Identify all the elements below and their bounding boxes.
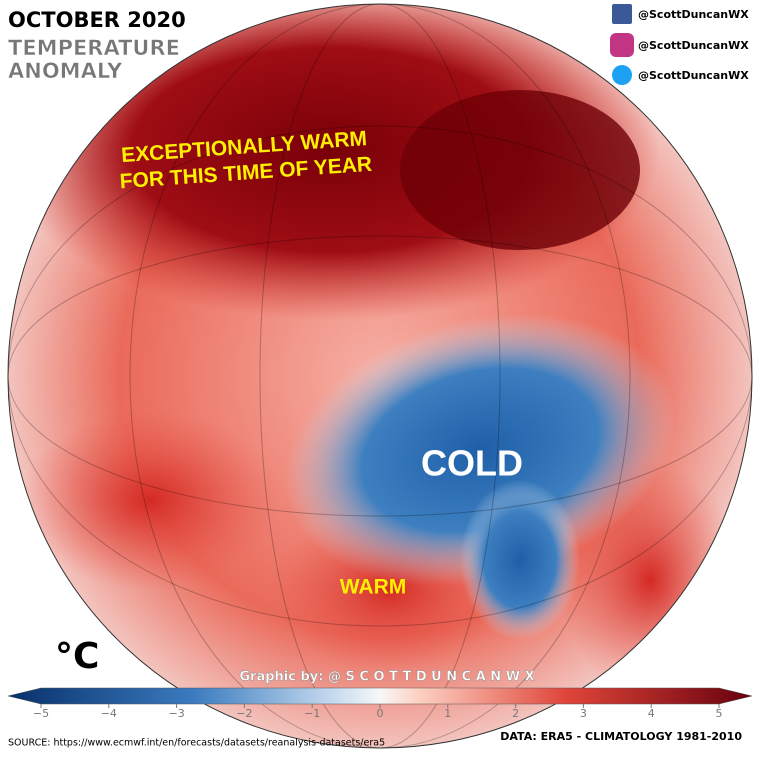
colorbar-tick-label: −2 <box>236 707 252 720</box>
colorbar-tick-label: 3 <box>580 707 587 720</box>
annotation: COLD <box>421 443 523 484</box>
colorbar-unit: °C <box>55 636 99 677</box>
colorbar-tick-label: 2 <box>512 707 519 720</box>
instagram-icon[interactable] <box>610 33 634 57</box>
title: OCTOBER 2020 <box>8 8 186 32</box>
colorbar-tick-label: −3 <box>168 707 184 720</box>
colorbar-tick-label: −1 <box>304 707 320 720</box>
colorbar-tick-label: −4 <box>101 707 117 720</box>
subtitle: TEMPERATURE <box>8 36 180 60</box>
colorbar-tick-label: −5 <box>33 707 49 720</box>
data-note: DATA: ERA5 - CLIMATOLOGY 1981-2010 <box>500 730 742 743</box>
social-handle[interactable]: @ScottDuncanWX <box>638 39 749 52</box>
social-handle[interactable]: @ScottDuncanWX <box>638 8 749 21</box>
globe-outline <box>7 3 753 749</box>
colorbar-tick-label: 1 <box>444 707 451 720</box>
globe-map <box>8 4 752 748</box>
annotation: WARM <box>340 576 407 599</box>
twitter-icon[interactable] <box>612 65 632 85</box>
colorbar-tick-label: 5 <box>716 707 723 720</box>
colorbar <box>7 687 753 705</box>
colorbar-tick-label: 0 <box>377 707 384 720</box>
facebook-icon[interactable] <box>612 4 632 24</box>
colorbar-tick-label: 4 <box>648 707 655 720</box>
credit: Graphic by: @ S C O T T D U N C A N W X <box>239 670 534 685</box>
subtitle: ANOMALY <box>8 59 123 83</box>
source: SOURCE: https://www.ecmwf.int/en/forecas… <box>8 738 385 749</box>
social-handle[interactable]: @ScottDuncanWX <box>638 69 749 82</box>
